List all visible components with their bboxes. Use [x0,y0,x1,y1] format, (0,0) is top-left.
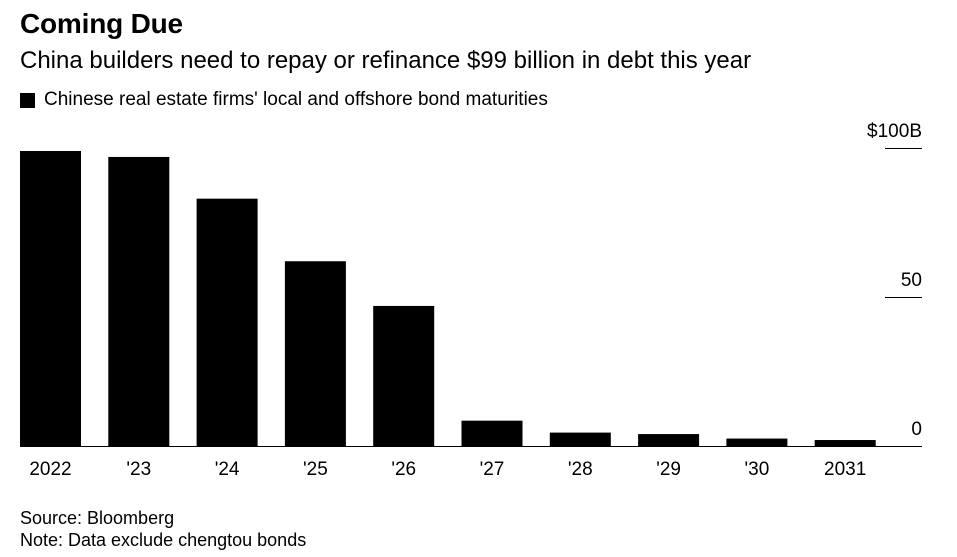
x-tick-label: '25 [303,459,328,480]
bar-1 [108,156,170,446]
x-tick-label: 2022 [29,459,71,480]
source-note: Source: Bloomberg [20,508,175,528]
y-tick-label: 50 [901,270,922,291]
legend-label: Chinese real estate firms' local and off… [44,89,548,110]
x-tick-label: 2031 [824,459,866,480]
bar-7 [638,434,700,446]
x-tick-label: '28 [568,459,593,480]
x-tick-label: '23 [126,459,151,480]
bar-8 [726,438,788,446]
bar-4 [373,305,435,446]
bar-6 [549,432,611,446]
x-tick-label: '26 [391,459,416,480]
bar-5 [461,420,523,446]
bar-9 [814,440,876,446]
y-tick-label: $100B [867,121,922,142]
bar-0 [20,150,81,447]
x-tick-label: '29 [656,459,681,480]
x-tick-label: '27 [480,459,505,480]
chart-subtitle: China builders need to repay or refinanc… [20,47,752,74]
chart-title: Coming Due [20,8,183,39]
x-tick-label: '24 [215,459,240,480]
y-tick-label: 0 [911,419,922,440]
x-tick-label: '30 [745,459,770,480]
bar-2 [196,198,258,446]
legend-swatch [20,92,35,108]
data-note: Note: Data exclude chengtou bonds [20,530,307,550]
bar-3 [284,261,346,446]
chart-legend: Chinese real estate firms' local and off… [20,89,548,111]
